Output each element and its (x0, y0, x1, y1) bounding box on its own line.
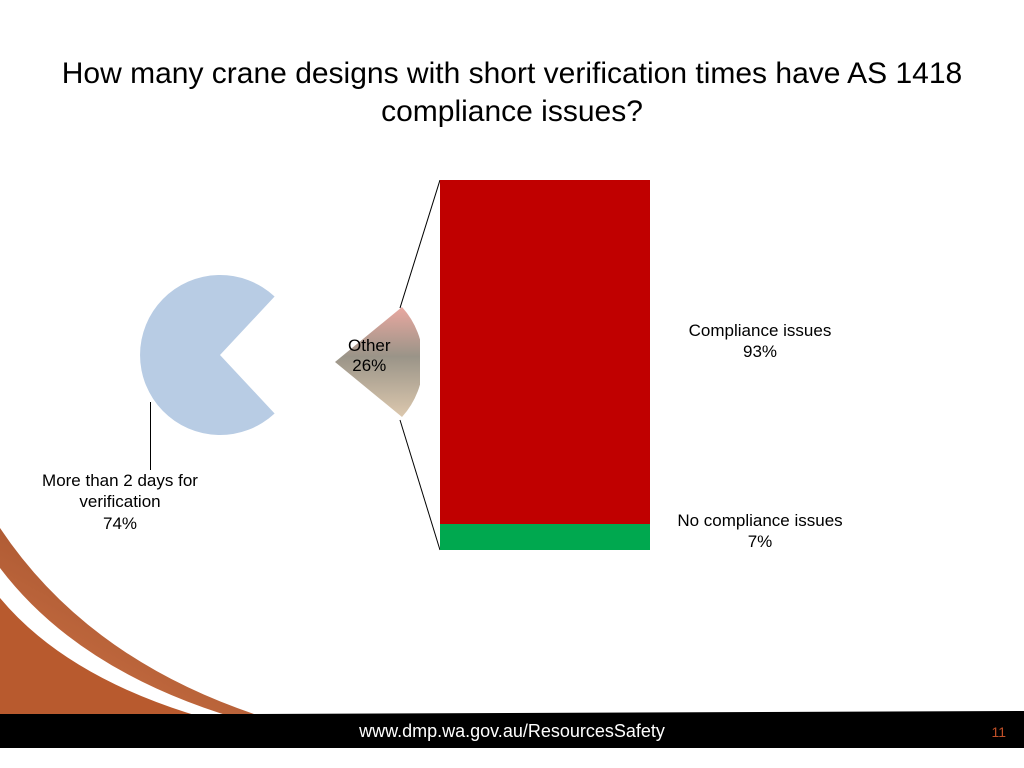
bar-label-no-compliance: No compliance issues 7% (665, 510, 855, 553)
bar-segment-no-compliance (440, 524, 650, 550)
page-number: 11 (991, 724, 1006, 740)
zoom-line-bottom (400, 420, 440, 550)
bar-label-no-compliance-pct: 7% (748, 532, 773, 551)
bar-label-compliance: Compliance issues 93% (665, 320, 855, 363)
bar-label-compliance-pct: 93% (743, 342, 777, 361)
stacked-bar (440, 180, 650, 550)
bar-label-no-compliance-text: No compliance issues (677, 511, 842, 530)
footer-bar: www.dmp.wa.gov.au/ResourcesSafety (0, 714, 1024, 748)
bar-label-compliance-text: Compliance issues (689, 321, 832, 340)
chart-area: More than 2 days for verification 74% Ot… (0, 180, 1024, 630)
bar-segment-compliance (440, 180, 650, 524)
footer-url: www.dmp.wa.gov.au/ResourcesSafety (359, 721, 665, 742)
zoom-line-top (400, 180, 440, 308)
slide-title: How many crane designs with short verifi… (0, 55, 1024, 130)
